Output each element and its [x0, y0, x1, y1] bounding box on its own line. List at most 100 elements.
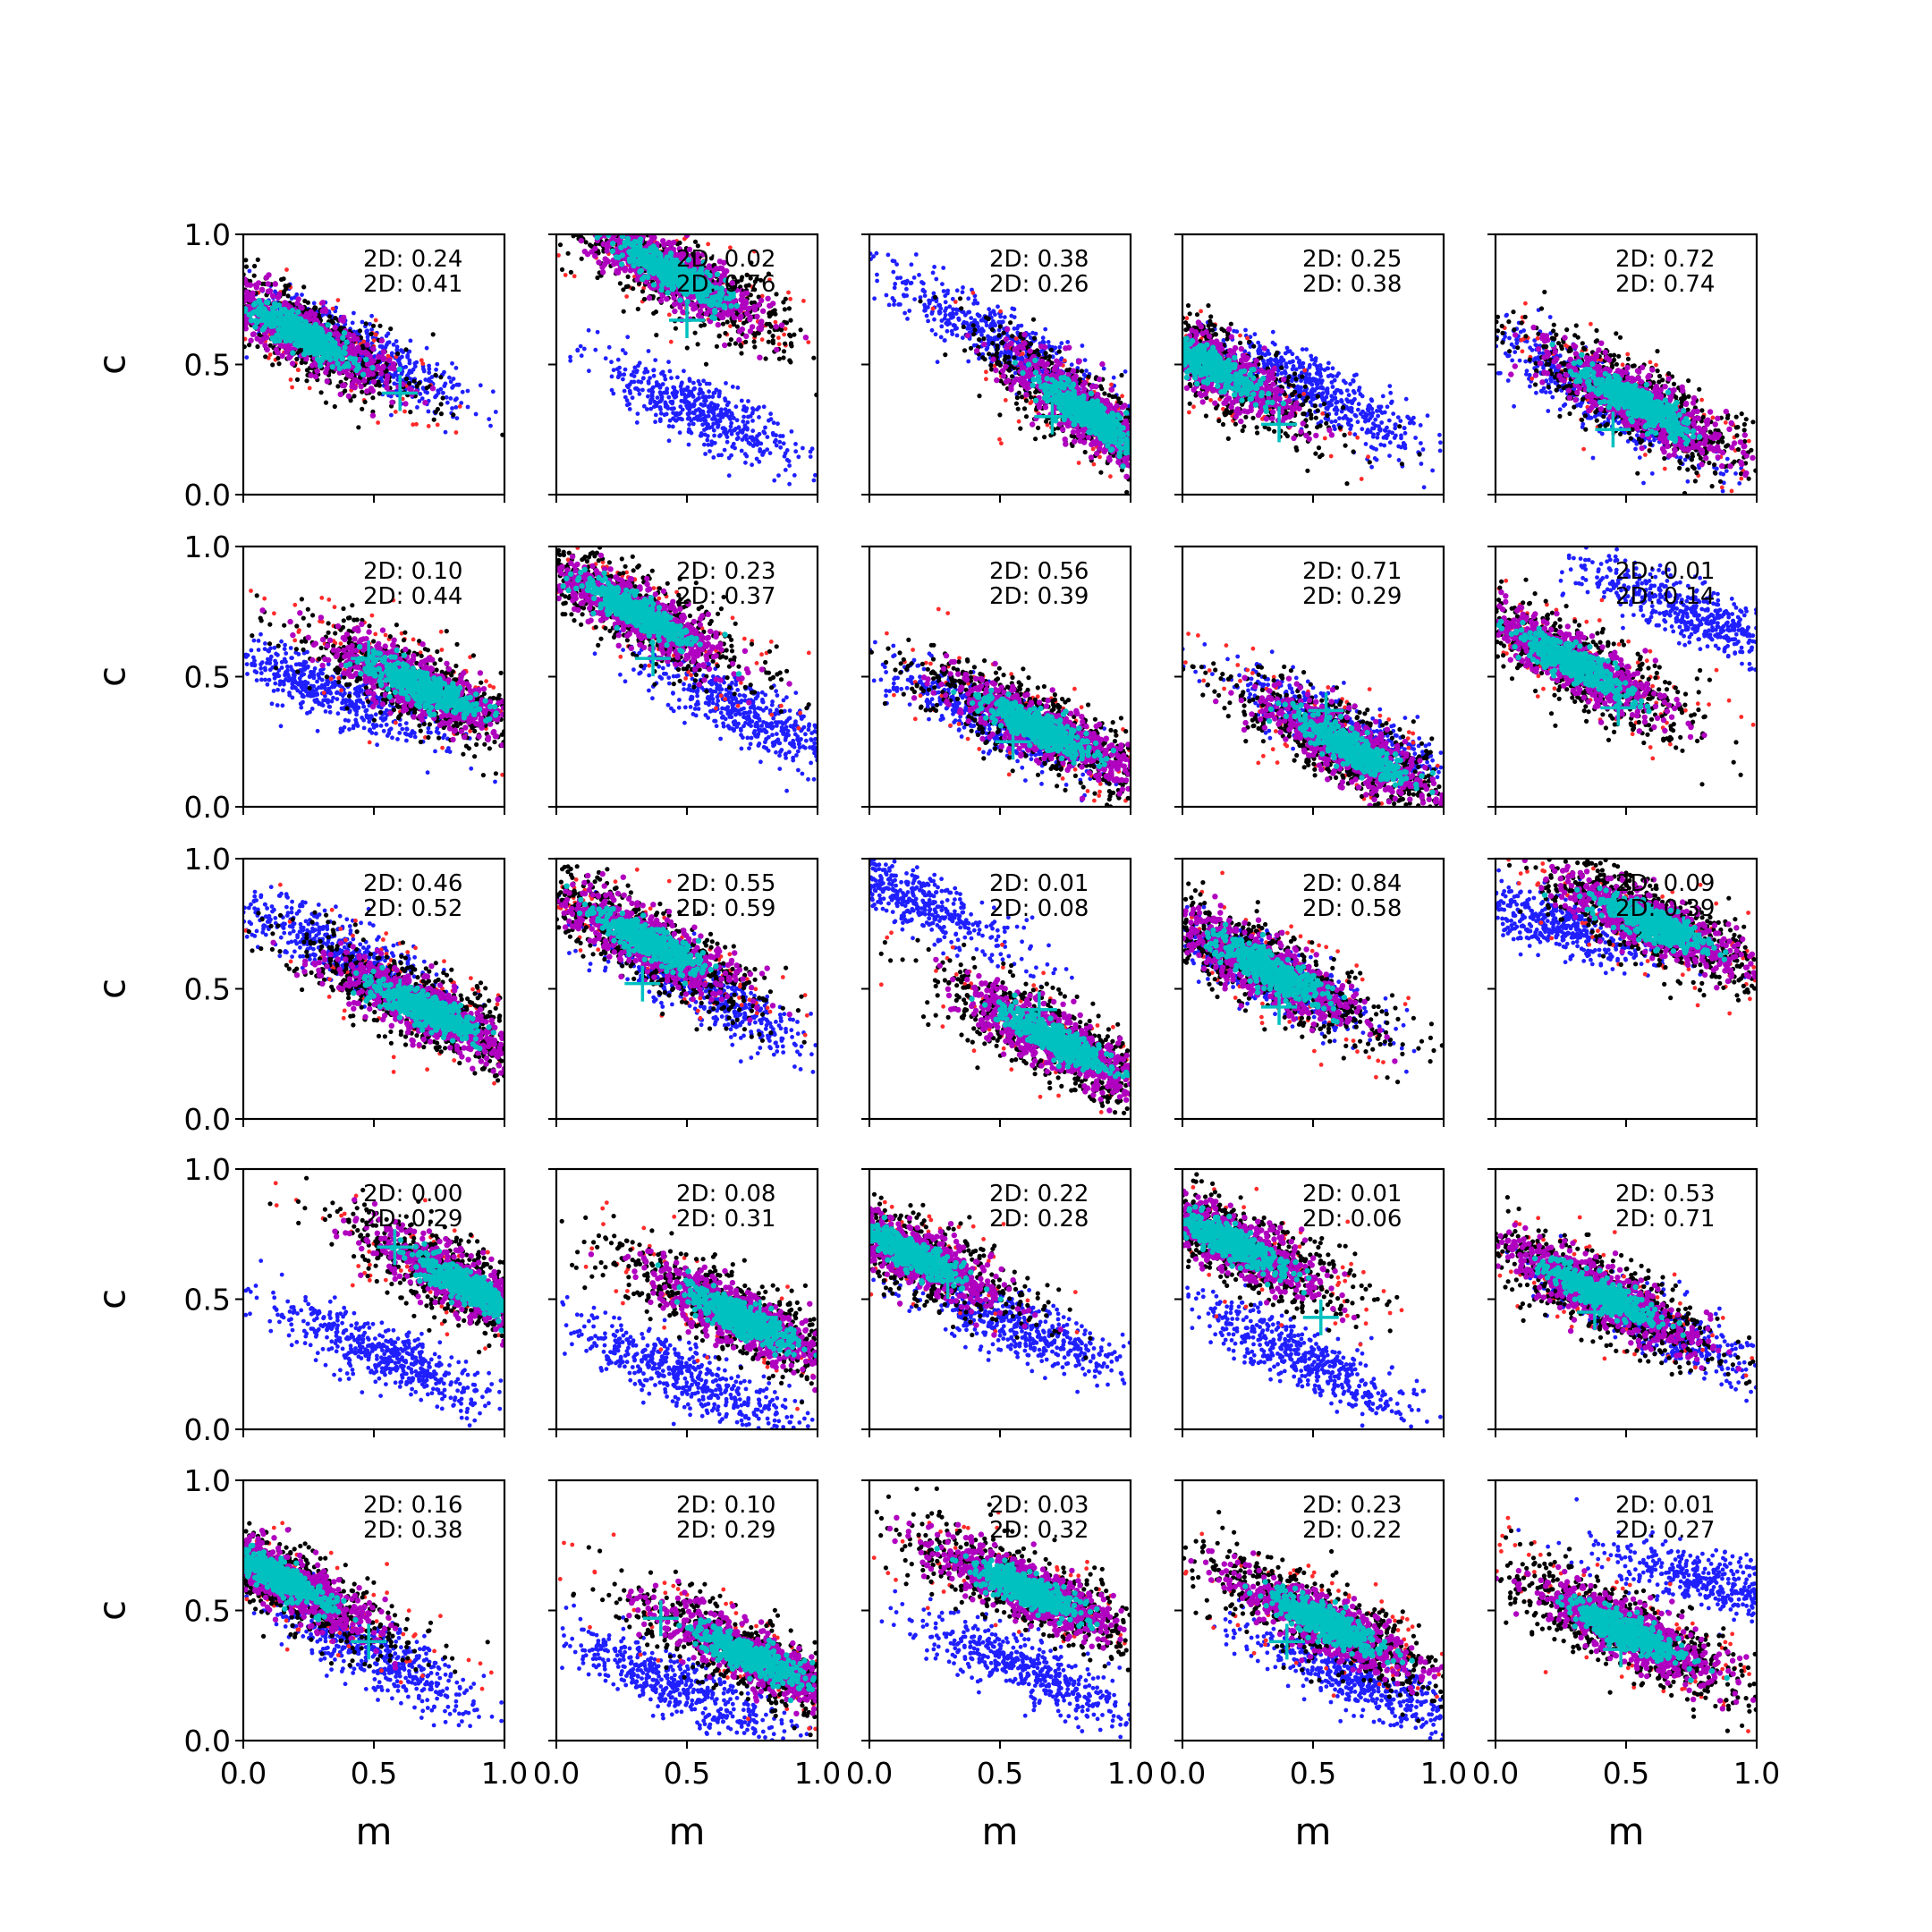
scatter-point: [763, 356, 768, 361]
scatter-point: [740, 292, 746, 300]
scatter-point: [729, 420, 734, 426]
scatter-point: [369, 313, 374, 318]
scatter-point: [412, 360, 418, 366]
scatter-point: [609, 248, 616, 254]
scatter-point: [651, 268, 658, 275]
scatter-point: [714, 343, 720, 349]
scatter-point: [664, 389, 669, 394]
scatter-point: [648, 406, 654, 411]
scatter-point: [961, 285, 965, 290]
scatter-point: [696, 378, 701, 384]
scatter-point: [739, 303, 745, 309]
scatter-point: [654, 333, 659, 338]
scatter-point: [741, 414, 746, 419]
scatter-point: [379, 344, 385, 349]
scatter-point: [335, 360, 341, 367]
scatter-point: [362, 399, 368, 404]
scatter-point: [658, 411, 664, 416]
scatter-point: [722, 342, 728, 349]
scatter-point: [572, 274, 577, 279]
scatter-point: [308, 372, 314, 378]
scatter-point: [932, 265, 936, 269]
scatter-point: [657, 298, 665, 304]
scatter-point: [290, 350, 296, 356]
scatter-point: [301, 326, 308, 332]
scatter-point: [599, 264, 606, 271]
plot-area: [556, 234, 818, 487]
scatter-point: [733, 302, 740, 309]
scatter-point: [252, 263, 258, 269]
scatter-point: [750, 462, 754, 468]
scatter-point: [695, 243, 700, 249]
scatter-point: [340, 382, 346, 389]
scatter-point: [664, 411, 669, 417]
scatter-point: [908, 281, 913, 286]
scatter-point: [302, 346, 309, 352]
scatter-point: [289, 296, 294, 301]
scatter-point: [417, 399, 422, 403]
scatter-point: [942, 338, 947, 343]
scatter-point: [335, 298, 341, 302]
scatter-point: [740, 275, 745, 280]
scatter-point: [392, 381, 397, 386]
scatter-point: [728, 245, 733, 250]
scatter-point: [311, 317, 318, 324]
scatter-point: [758, 449, 762, 453]
scatter-point: [656, 258, 663, 264]
scatter-point: [733, 404, 739, 410]
scatter-point: [617, 281, 623, 286]
scatter-point: [708, 403, 712, 408]
scatter-point: [611, 261, 617, 267]
scatter-point: [411, 378, 417, 384]
scatter-point: [667, 250, 674, 257]
scatter-point: [691, 421, 696, 427]
scatter-point: [786, 306, 792, 311]
scatter-point: [975, 301, 980, 306]
scatter-point: [360, 389, 365, 394]
scatter-point: [904, 293, 910, 298]
scatter-point: [776, 335, 781, 341]
scatter-point: [774, 292, 779, 297]
scatter-point: [369, 365, 376, 371]
scatter-point: [984, 369, 988, 375]
scatter-point: [759, 337, 765, 343]
scatter-point: [932, 317, 936, 322]
scatter-point: [700, 251, 707, 258]
scatter-point: [579, 353, 584, 359]
scatter-point: [716, 425, 720, 429]
scatter-point: [666, 360, 671, 365]
scatter-point: [318, 362, 324, 369]
scatter-point: [284, 309, 291, 316]
scatter-point: [898, 302, 902, 307]
scatter-point: [563, 273, 568, 277]
scatter-point: [330, 306, 335, 311]
scatter-point: [625, 240, 631, 246]
scatter-point: [739, 448, 744, 453]
scatter-point: [726, 414, 731, 419]
scatter-point: [438, 402, 444, 407]
scatter-point: [637, 392, 642, 396]
scatter-point: [478, 383, 483, 388]
scatter-point: [891, 269, 896, 275]
scatter-point: [276, 361, 282, 367]
scatter-point: [715, 406, 719, 411]
scatter-point: [703, 452, 708, 456]
scatter-point: [309, 343, 315, 350]
scatter-point: [651, 368, 657, 373]
scatter-point: [363, 352, 370, 358]
scatter-point: [312, 321, 319, 328]
scatter-point: [370, 345, 377, 352]
scatter-point: [680, 380, 684, 386]
scatter-point: [954, 326, 959, 331]
scatter-point: [629, 372, 634, 377]
scatter-point: [749, 324, 756, 330]
scatter-point: [250, 331, 257, 337]
y-axis-label: c: [90, 354, 134, 375]
scatter-point: [691, 403, 696, 409]
scatter-point: [712, 402, 717, 407]
scatter-point: [303, 310, 310, 318]
scatter-point: [363, 321, 369, 326]
scatter-point: [700, 403, 706, 408]
scatter-point: [243, 306, 249, 312]
